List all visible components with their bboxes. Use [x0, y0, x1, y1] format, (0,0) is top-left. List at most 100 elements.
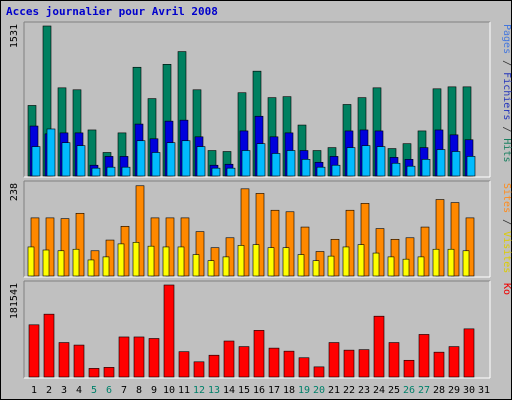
kbytes-bar: [433, 351, 445, 378]
x-tick-label: 3: [61, 385, 67, 396]
kbytes-bar: [448, 346, 460, 378]
visits-bar: [462, 250, 470, 277]
visits-bar: [207, 260, 215, 277]
legend-entry: Pages: [501, 24, 512, 54]
sites-bar: [405, 237, 415, 277]
pages-bar: [361, 145, 371, 177]
visits-bar: [177, 246, 185, 277]
kbytes-bar: [313, 366, 325, 378]
visits-bar: [192, 254, 200, 277]
x-tick-label: 25: [388, 385, 400, 396]
visits-bar: [297, 254, 305, 277]
kbytes-bar: [253, 330, 265, 378]
sites-bar: [75, 212, 85, 277]
pages-bar: [241, 150, 251, 177]
pages-bar: [226, 167, 236, 177]
visits-bar: [162, 246, 170, 277]
visits-bar: [282, 247, 290, 277]
visits-bar: [42, 249, 50, 277]
x-tick-label: 27: [418, 385, 430, 396]
pages-bar: [211, 167, 221, 177]
x-tick-label: 13: [208, 385, 220, 396]
x-tick-label: 21: [328, 385, 340, 396]
visits-bar: [57, 250, 65, 277]
visits-bar: [222, 256, 230, 277]
kbytes-bar: [208, 354, 220, 378]
x-tick-label: 10: [163, 385, 175, 396]
pages-bar: [106, 166, 116, 177]
visits-bar: [312, 260, 320, 277]
visits-bar: [447, 248, 455, 277]
x-tick-label: 29: [448, 385, 460, 396]
x-tick-label: 23: [358, 385, 370, 396]
pages-bar: [61, 142, 71, 177]
visits-bar: [252, 244, 260, 277]
kbytes-bar: [28, 324, 40, 378]
kbytes-bar: [283, 350, 295, 378]
legend-top: Pages / Fichiers / Hits: [501, 24, 512, 163]
visits-bar: [372, 252, 380, 277]
visits-bar: [102, 256, 110, 277]
x-tick-label: 2: [46, 385, 52, 396]
sites-bar: [435, 199, 445, 277]
sites-bar: [285, 211, 295, 277]
sites-bar: [270, 209, 280, 277]
visits-bar: [387, 256, 395, 277]
kbytes-bar: [463, 328, 475, 378]
x-tick-label: 1: [31, 385, 37, 396]
sites-bar: [300, 226, 310, 277]
visits-bar: [237, 245, 245, 277]
x-tick-label: 4: [76, 385, 82, 396]
visits-bar: [327, 255, 335, 277]
legend-entry: /: [501, 213, 512, 231]
visits-bar: [132, 242, 140, 277]
x-tick-label: 16: [253, 385, 265, 396]
sites-bar: [450, 202, 460, 277]
chart-title: Acces journalier pour Avril 2008: [6, 5, 218, 18]
pages-bar: [346, 147, 356, 177]
pages-bar: [331, 164, 341, 177]
sites-bar: [420, 226, 430, 277]
sites-bar: [135, 185, 145, 277]
legend-entry: Fichiers: [501, 72, 512, 120]
pages-bar: [421, 159, 431, 177]
visits-bar: [267, 247, 275, 277]
kbytes-bar: [268, 347, 280, 378]
legend-entry: Sites: [501, 183, 512, 213]
x-tick-label: 30: [463, 385, 475, 396]
pages-bar: [451, 151, 461, 177]
kbytes-bar: [223, 340, 235, 378]
visits-bar: [432, 248, 440, 277]
kbytes-bar: [328, 342, 340, 378]
x-tick-label: 31: [478, 385, 490, 396]
sites-bar: [255, 193, 265, 277]
y-max-label: 1531: [9, 24, 20, 48]
legend-entry: /: [501, 120, 512, 138]
visits-bar: [147, 245, 155, 277]
kbytes-bar: [343, 349, 355, 378]
x-tick-label: 17: [268, 385, 280, 396]
y-max-label: 238: [9, 183, 20, 201]
x-tick-label: 22: [343, 385, 355, 396]
kbytes-bar: [58, 342, 70, 378]
kbytes-bar: [73, 344, 85, 378]
pages-bar: [151, 152, 161, 177]
pages-bar: [406, 165, 416, 177]
legend-entry: Hits: [501, 138, 512, 162]
x-tick-label: 12: [193, 385, 205, 396]
kbytes-bar: [118, 336, 130, 378]
pages-bar: [301, 159, 311, 177]
x-tick-label: 24: [373, 385, 385, 396]
kbytes-bar: [103, 367, 115, 378]
pages-bar: [181, 140, 191, 177]
kbytes-bar: [358, 349, 370, 378]
x-tick-label: 7: [121, 385, 127, 396]
kbytes-bar: [403, 359, 415, 378]
legend-bottom: Ko: [501, 283, 512, 295]
legend-middle: Sites / Visites: [501, 183, 512, 273]
visits-bar: [117, 243, 125, 277]
x-tick-label: 9: [151, 385, 157, 396]
pages-bar: [76, 145, 86, 177]
pages-bar: [136, 140, 146, 177]
